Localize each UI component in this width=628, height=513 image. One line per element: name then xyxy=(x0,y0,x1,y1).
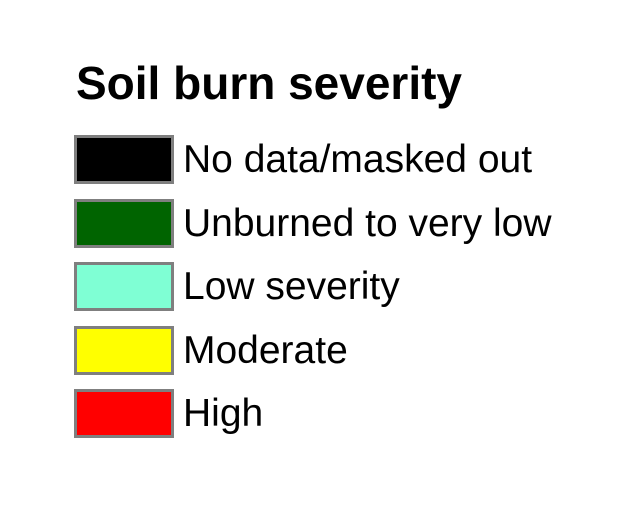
moderate-color-swatch xyxy=(74,325,174,375)
no-data-color-swatch xyxy=(74,135,174,184)
legend-item-label: Low severity xyxy=(183,265,400,308)
legend-item-label: High xyxy=(183,392,264,435)
legend-item-label: No data/masked out xyxy=(183,138,533,181)
legend-item-label: Moderate xyxy=(183,328,348,372)
legend: No data/masked out Unburned to very low … xyxy=(74,135,552,438)
legend-item-label: Unburned to very low xyxy=(183,201,552,245)
legend-item-moderate: Moderate xyxy=(74,325,552,375)
legend-title: Soil burn severity xyxy=(76,57,463,109)
legend-item-low-severity: Low severity xyxy=(74,262,552,311)
legend-item-unburned: Unburned to very low xyxy=(74,198,552,248)
low-severity-color-swatch xyxy=(74,262,174,311)
legend-item-no-data: No data/masked out xyxy=(74,135,552,184)
unburned-color-swatch xyxy=(74,198,174,248)
high-color-swatch xyxy=(74,389,174,438)
legend-item-high: High xyxy=(74,389,552,438)
